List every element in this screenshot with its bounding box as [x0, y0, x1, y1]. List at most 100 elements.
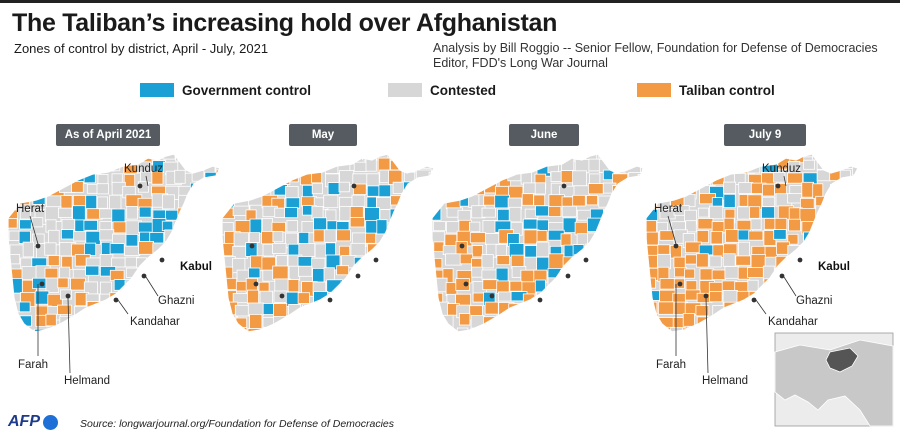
district-cell: [788, 218, 801, 232]
district-cell: [432, 277, 448, 293]
district-cell: [213, 182, 220, 194]
city-label-kabul-3: Kabul: [818, 261, 850, 273]
district-cell: [853, 266, 858, 280]
page-title: The Taliban’s increasing hold over Afgha…: [12, 9, 558, 37]
district-cell: [738, 182, 754, 194]
district-cell: [376, 290, 390, 306]
district-cell: [615, 242, 630, 256]
district-cell: [735, 255, 751, 266]
district-cell: [522, 293, 536, 305]
district-cell: [432, 327, 442, 332]
district-cell: [284, 207, 298, 219]
district-cell: [417, 266, 433, 282]
district-cell: [18, 230, 31, 244]
district-cell: [31, 217, 44, 228]
district-cell: [789, 154, 805, 164]
district-cell: [340, 329, 352, 332]
district-cell: [575, 316, 588, 327]
district-cell: [261, 230, 275, 245]
district-cell: [174, 169, 186, 184]
district-cell: [523, 159, 537, 170]
district-cell: [352, 289, 368, 305]
district-cell: [600, 269, 613, 284]
district-cell: [829, 154, 841, 162]
district-cell: [763, 217, 777, 230]
district-cell: [174, 327, 187, 332]
district-cell: [312, 305, 325, 321]
district-cell: [122, 291, 138, 304]
district-cell: [459, 185, 474, 196]
district-cell: [366, 278, 383, 291]
district-cell: [285, 197, 301, 209]
afp-logo-dot: [43, 414, 58, 430]
district-cell: [46, 327, 59, 332]
district-cell: [725, 325, 740, 332]
district-cell: [801, 255, 815, 269]
district-cell: [353, 305, 370, 321]
district-cell: [246, 289, 259, 305]
district-cell: [258, 183, 272, 197]
district-cell: [724, 266, 740, 279]
city-label-herat-3: Herat: [654, 203, 683, 215]
district-cell: [825, 217, 841, 233]
district-cell: [111, 257, 126, 268]
leader-line: [755, 299, 767, 315]
district-cell: [468, 169, 484, 184]
district-cell: [468, 161, 482, 177]
source-note: Source: longwarjournal.org/Foundation fo…: [80, 418, 395, 430]
district-cell: [301, 154, 315, 159]
leader-line: [67, 297, 71, 374]
leader-line: [145, 276, 159, 297]
district-cell: [562, 217, 577, 233]
district-cell: [560, 329, 575, 332]
city-label-kunduz-0: Kunduz: [124, 163, 163, 175]
district-cell: [19, 219, 32, 230]
district-cell: [109, 194, 122, 211]
legend-swatch-contested: [388, 83, 422, 97]
district-cell: [433, 241, 445, 252]
district-cell: [813, 229, 827, 242]
district-cell: [135, 257, 147, 269]
district-cell: [637, 195, 644, 207]
district-cell: [521, 193, 534, 206]
district-cell: [403, 292, 416, 308]
district-cell: [390, 292, 403, 308]
district-cell: [138, 290, 155, 304]
district-cell: [646, 172, 660, 189]
district-cell: [351, 154, 366, 165]
district-cell: [222, 159, 233, 174]
district-cell: [402, 327, 417, 332]
district-cell: [340, 154, 354, 161]
district-cell: [164, 327, 177, 332]
district-cell: [749, 154, 764, 161]
district-cell: [442, 184, 460, 201]
afghanistan-map-1: [221, 153, 435, 333]
city-marker: [673, 243, 679, 249]
district-cell: [496, 162, 508, 173]
city-label-farah-0: Farah: [18, 359, 48, 371]
leader-line: [117, 299, 129, 315]
district-cell: [271, 325, 287, 332]
district-cell: [589, 268, 605, 280]
district-cell: [214, 292, 220, 303]
district-cell: [683, 154, 699, 162]
district-cell: [60, 157, 73, 173]
district-cell: [222, 154, 236, 162]
district-cell: [418, 326, 431, 332]
district-cell: [326, 317, 339, 331]
district-cell: [673, 171, 688, 183]
district-cell: [150, 326, 167, 332]
district-cell: [100, 303, 113, 317]
district-cell: [587, 232, 599, 248]
district-cell: [222, 181, 238, 192]
district-cell: [339, 290, 354, 306]
district-cell: [624, 253, 639, 270]
city-marker: [583, 257, 589, 263]
district-cell: [110, 313, 126, 326]
district-cell: [561, 289, 578, 306]
district-cell: [561, 157, 575, 172]
district-cell: [200, 328, 214, 332]
district-cell: [723, 301, 741, 316]
district-cell: [816, 277, 831, 293]
district-cell: [497, 291, 512, 302]
